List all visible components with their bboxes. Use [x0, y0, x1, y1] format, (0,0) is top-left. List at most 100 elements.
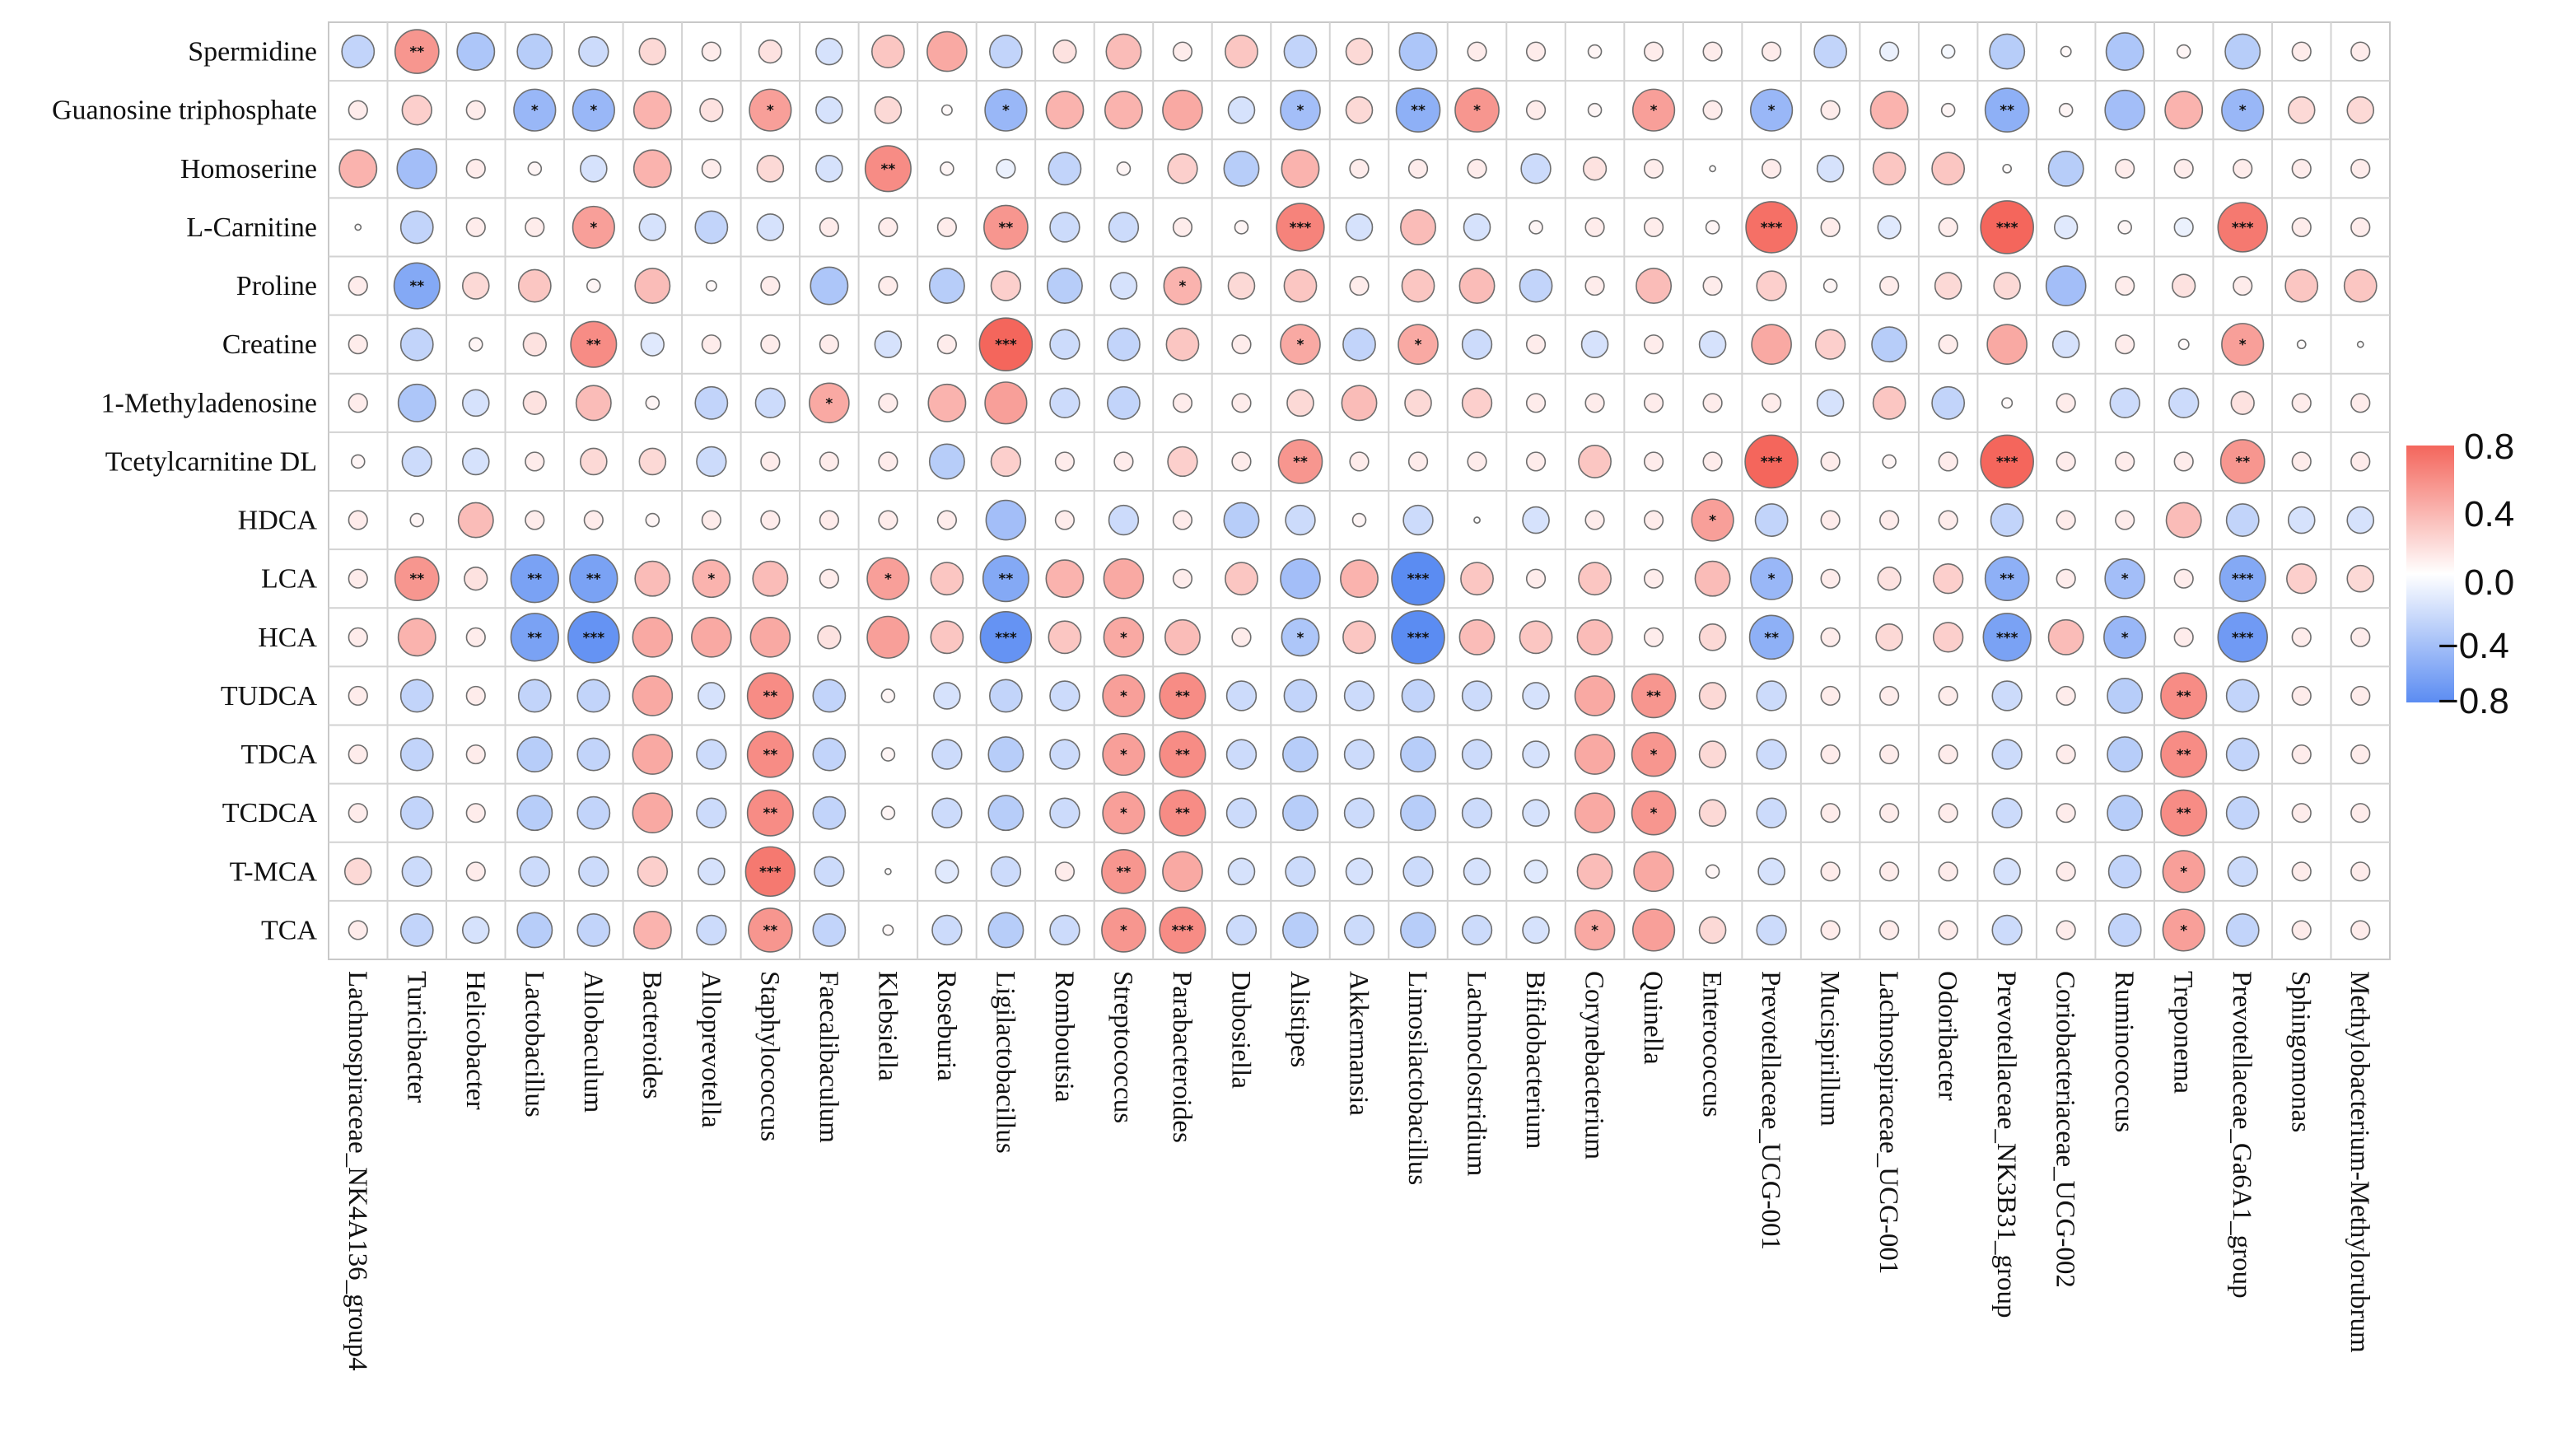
corr-circle	[1402, 856, 1434, 888]
column-label: Corynebacterium	[1580, 971, 1609, 1159]
corr-circle	[874, 330, 903, 358]
corr-circle	[1342, 620, 1376, 655]
corr-circle	[1522, 740, 1550, 768]
corr-circle	[1698, 740, 1727, 768]
corr-circle	[2287, 506, 2316, 534]
corr-circle	[1108, 504, 1140, 536]
corr-circle	[465, 100, 486, 120]
corr-circle	[1525, 41, 1547, 62]
corr-circle	[2056, 510, 2076, 530]
column-label: Lachnoclostridium	[1462, 971, 1491, 1177]
corr-circle	[756, 213, 785, 241]
significance-mark: *	[767, 103, 774, 119]
corr-circle	[2350, 158, 2371, 179]
corr-circle	[2296, 339, 2307, 350]
corr-circle	[931, 797, 963, 828]
corr-circle	[645, 512, 660, 528]
corr-circle	[2225, 737, 2260, 772]
corr-circle	[638, 213, 667, 241]
corr-circle	[1587, 102, 1603, 118]
corr-circle	[2287, 96, 2316, 124]
corr-circle	[760, 510, 781, 530]
corr-circle	[632, 911, 672, 949]
corr-circle	[465, 803, 486, 823]
column-label: Ligilactobacillus	[990, 971, 1020, 1154]
significance-mark: **	[999, 572, 1014, 588]
significance-mark: *	[1179, 278, 1187, 295]
corr-circle	[1872, 385, 1906, 420]
corr-circle	[2291, 627, 2312, 647]
corr-circle	[399, 913, 434, 947]
corr-circle	[578, 856, 609, 888]
corr-circle	[578, 35, 609, 68]
corr-circle	[2107, 913, 2142, 947]
column-label: Allobaculum	[578, 971, 608, 1113]
corr-circle	[399, 327, 434, 362]
corr-circle	[880, 688, 896, 703]
corr-circle	[1938, 685, 1958, 707]
corr-circle	[1938, 920, 1958, 940]
corr-circle	[1820, 510, 1841, 530]
corr-circle	[586, 278, 601, 293]
corr-circle	[1225, 739, 1258, 770]
corr-circle	[817, 625, 842, 650]
corr-circle	[749, 88, 792, 132]
corr-circle	[1165, 327, 1200, 362]
grid-layer	[328, 21, 2391, 960]
corr-circle	[1343, 739, 1375, 770]
corr-circle	[1879, 275, 1900, 296]
corr-circle	[1400, 208, 1436, 245]
corr-circle	[2107, 677, 2144, 714]
corr-circle	[2115, 334, 2135, 355]
corr-circle	[2350, 744, 2371, 765]
corr-circle	[754, 387, 786, 419]
corr-circle	[1283, 679, 1318, 713]
column-label: Prevotellaceae_NK3B31_group	[1991, 971, 2021, 1318]
corr-circle	[930, 562, 964, 596]
corr-circle	[819, 510, 839, 530]
corr-circle	[1584, 510, 1605, 530]
corr-circle	[2117, 220, 2132, 235]
corr-circle	[1162, 851, 1203, 893]
corr-circle	[815, 96, 843, 124]
corr-circle	[1984, 87, 2030, 133]
corr-circle	[1342, 327, 1376, 362]
corr-circle	[1584, 393, 1605, 413]
corr-circle	[1463, 213, 1491, 241]
corr-circle	[2056, 861, 2076, 882]
corr-circle	[1993, 857, 2021, 886]
corr-circle	[1820, 568, 1841, 589]
corr-circle	[1401, 679, 1435, 713]
column-label: Lachnospiraceae_NK4A136_group4	[343, 971, 372, 1371]
corr-circle	[1574, 734, 1616, 775]
corr-circle	[2060, 45, 2072, 58]
corr-circle	[931, 739, 963, 770]
corr-circle	[1101, 907, 1146, 953]
corr-circle	[2056, 568, 2076, 589]
significance-mark: ***	[1172, 922, 1194, 939]
corr-circle	[1225, 914, 1258, 946]
corr-circle	[2343, 268, 2378, 303]
corr-circle	[989, 35, 1023, 68]
corr-circle	[2107, 854, 2142, 889]
corr-circle	[1102, 674, 1146, 718]
corr-circle	[1879, 744, 1900, 765]
significance-mark: *	[1650, 747, 1658, 763]
corr-circle	[527, 161, 543, 176]
corr-circle	[940, 104, 953, 116]
significance-mark: ***	[1407, 572, 1430, 588]
corr-circle	[2350, 41, 2371, 62]
corr-circle	[348, 685, 368, 707]
row-label: HDCA	[238, 506, 318, 536]
corr-circle	[399, 679, 434, 713]
significance-mark: **	[999, 220, 1014, 236]
corr-circle	[1820, 627, 1841, 647]
corr-circle	[1582, 156, 1608, 181]
corr-circle	[1049, 797, 1080, 828]
corr-circle	[866, 615, 910, 659]
column-label: Limosilactobacillus	[1402, 971, 1432, 1185]
corr-circle	[810, 266, 849, 306]
row-label: Proline	[236, 271, 317, 301]
corr-circle	[1281, 618, 1320, 657]
corr-circle	[1820, 744, 1841, 765]
